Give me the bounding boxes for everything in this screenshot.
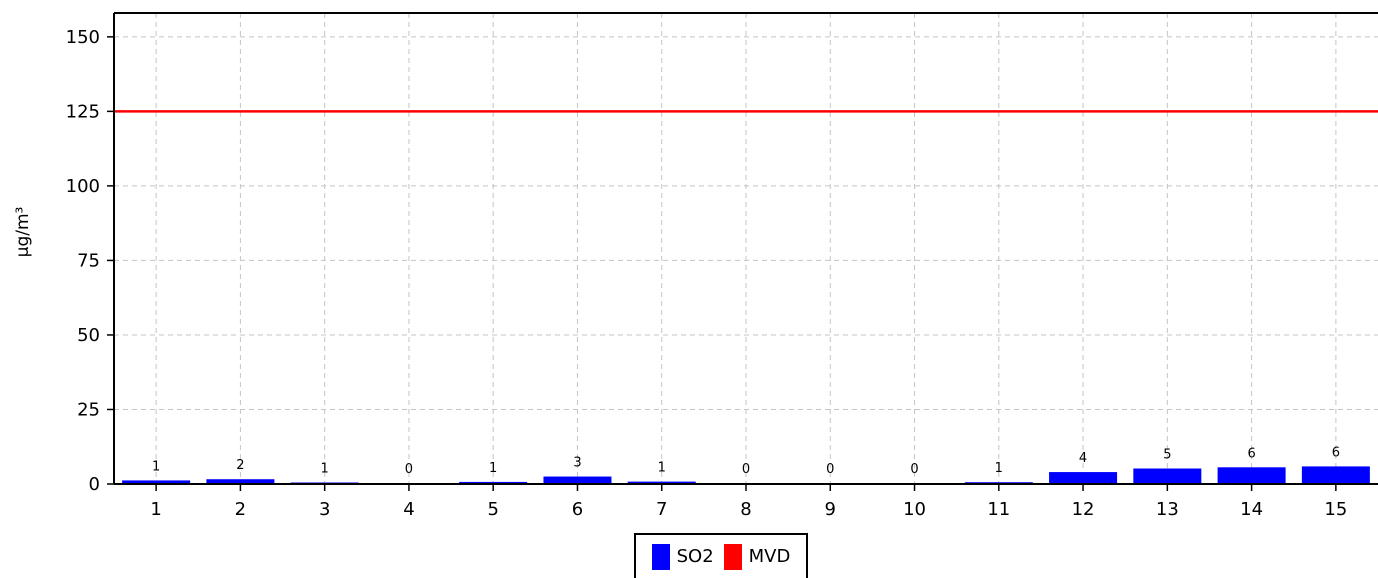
- data-label: 0: [742, 462, 750, 477]
- y-tick-label: 75: [77, 250, 100, 271]
- y-tick-label: 50: [77, 325, 100, 346]
- data-label: 1: [321, 462, 329, 477]
- bar-so2-5: [459, 481, 528, 484]
- x-tick-label: 9: [825, 499, 836, 520]
- data-label: 6: [1332, 445, 1340, 460]
- x-tick-label: 13: [1156, 499, 1179, 520]
- x-tick-label: 5: [487, 499, 498, 520]
- y-tick-label: 125: [66, 101, 100, 122]
- y-tick-labels: 0 25 50 75 100 125 150: [66, 27, 100, 495]
- bar-so2-7: [627, 481, 696, 484]
- data-label: 5: [1163, 447, 1171, 462]
- data-label: 0: [405, 462, 413, 477]
- legend: SO2 MVD: [634, 533, 808, 578]
- x-tick-label: 10: [903, 499, 926, 520]
- axes: [107, 12, 1378, 491]
- x-tick-label: 12: [1072, 499, 1095, 520]
- x-tick-label: 7: [656, 499, 667, 520]
- legend-label-so2: SO2: [676, 546, 714, 567]
- bar-so2-2: [206, 479, 275, 484]
- x-tick-label: 2: [235, 499, 246, 520]
- legend-item-mvd: MVD: [723, 543, 791, 570]
- x-tick-label: 4: [403, 499, 414, 520]
- x-tick-labels: 1 2 3 4 5 6 7 8 9 10 11 12 13 14 15: [150, 499, 1347, 520]
- x-tick-label: 1: [150, 499, 161, 520]
- grid-lines: [114, 13, 1378, 484]
- y-tick-label: 150: [66, 27, 100, 48]
- data-label: 1: [658, 461, 666, 476]
- y-axis-label: µg/m³: [13, 207, 33, 258]
- y-tick-label: 100: [66, 176, 100, 197]
- legend-swatch-mvd: [723, 543, 742, 570]
- bar-so2-13: [1133, 468, 1202, 484]
- data-label: 4: [1079, 451, 1087, 466]
- data-label: 0: [826, 462, 834, 477]
- data-label: 1: [489, 461, 497, 476]
- legend-swatch-so2: [651, 543, 670, 570]
- x-tick-label: 11: [987, 499, 1010, 520]
- x-tick-label: 3: [319, 499, 330, 520]
- legend-item-so2: SO2: [651, 543, 714, 570]
- data-label: 6: [1247, 446, 1255, 461]
- x-tick-label: 6: [572, 499, 583, 520]
- bar-so2-6: [543, 476, 612, 484]
- legend-label-mvd: MVD: [748, 546, 791, 567]
- data-label: 2: [236, 458, 244, 473]
- data-label: 1: [152, 459, 160, 474]
- bar-so2-1: [122, 480, 191, 484]
- x-tick-label: 14: [1240, 499, 1263, 520]
- data-label: 3: [573, 456, 581, 471]
- x-tick-label: 15: [1324, 499, 1347, 520]
- x-tick-label: 8: [740, 499, 751, 520]
- y-tick-label: 0: [89, 474, 100, 495]
- data-label: 0: [910, 462, 918, 477]
- bar-so2-14: [1217, 467, 1286, 484]
- bar-so2-12: [1049, 472, 1118, 484]
- data-label: 1: [995, 461, 1003, 476]
- y-tick-label: 25: [77, 399, 100, 420]
- data-labels: 1 2 1 0 1 3 1 0 0 0 1 4 5 6 6: [152, 445, 1340, 477]
- bar-so2-15: [1301, 466, 1370, 484]
